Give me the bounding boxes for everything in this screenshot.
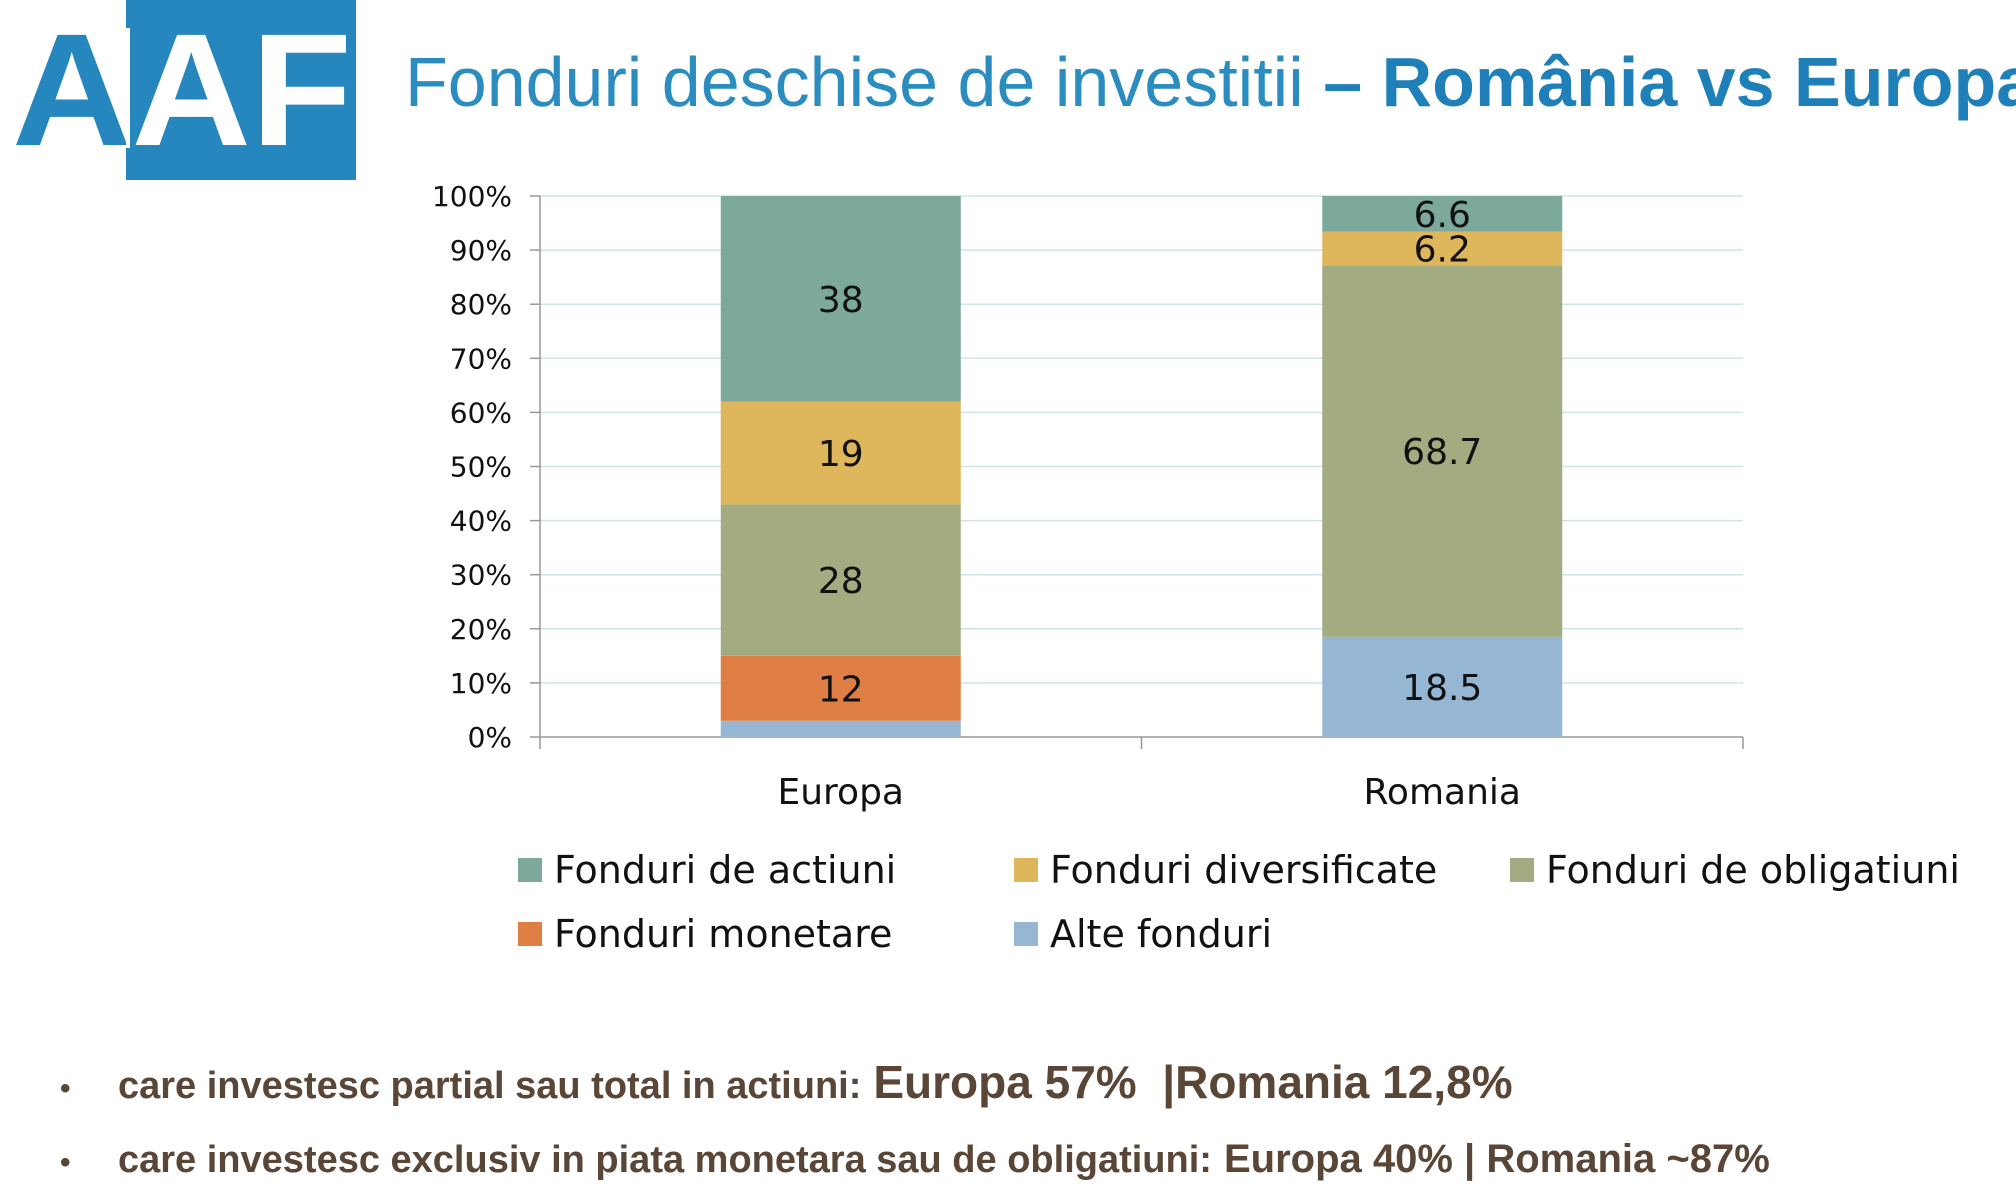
legend-swatch xyxy=(1510,858,1534,882)
svg-text:AAF: AAF xyxy=(12,0,352,179)
category-label: Europa xyxy=(777,772,904,813)
chart-legend: Fonduri de actiuni Fonduri diversificate… xyxy=(518,848,1998,988)
data-label: 12 xyxy=(818,669,864,710)
bullet-dot: • xyxy=(60,1072,71,1105)
data-label: 6.6 xyxy=(1414,195,1471,236)
legend-label: Fonduri de actiuni xyxy=(554,848,897,892)
bar-segment xyxy=(1322,636,1563,737)
legend-label: Fonduri monetare xyxy=(554,912,893,956)
data-label: 68.7 xyxy=(1402,432,1482,473)
legend-item-obligatiuni: Fonduri de obligatiuni xyxy=(1510,848,1960,892)
y-tick-label: 70% xyxy=(450,342,512,375)
y-tick-label: 90% xyxy=(450,234,512,267)
bullet-highlight: Europa 57% |Romania 12,8% xyxy=(873,1056,1513,1108)
legend-swatch xyxy=(1014,922,1038,946)
bullet-monetara: • care investesc exclusiv in piata monet… xyxy=(60,1137,1770,1182)
data-label: 6.2 xyxy=(1414,229,1471,270)
bullet-dot: • xyxy=(60,1146,71,1179)
legend-swatch xyxy=(518,922,542,946)
data-label: 19 xyxy=(818,434,864,475)
title-bold: – România vs Europa xyxy=(1323,43,2016,121)
category-label: Romania xyxy=(1364,772,1521,813)
bullet-highlight: Europa 40% | Romania ~87% xyxy=(1223,1137,1770,1181)
bar-segment xyxy=(720,196,961,402)
bar-segment xyxy=(1322,231,1563,266)
y-tick-label: 20% xyxy=(450,613,512,646)
legend-item-actiuni: Fonduri de actiuni xyxy=(518,848,896,892)
stacked-bar-chart: 0% 10% 20% 30% 40% 50% 60% 70% 80% 90% 100% 12 28 19 3… xyxy=(432,180,1744,813)
bar-segment xyxy=(1322,196,1563,232)
y-tick-label: 50% xyxy=(450,451,512,484)
legend-label: Fonduri de obligatiuni xyxy=(1546,848,1960,892)
title-light: Fonduri deschise de investitii xyxy=(405,43,1324,121)
bullet-text: care investesc partial sau total in acti… xyxy=(118,1065,862,1107)
legend-item-diversificate: Fonduri diversificate xyxy=(1014,848,1437,892)
legend-item-alte: Alte fonduri xyxy=(1014,912,1272,956)
logo-text: AAF xyxy=(12,0,352,179)
page-title: Fonduri deschise de investitii – România… xyxy=(405,42,2016,122)
data-label: 18.5 xyxy=(1402,668,1482,709)
aaf-logo: AAF AAF xyxy=(0,0,356,180)
data-label: 38 xyxy=(818,280,864,321)
bar-segment xyxy=(720,720,961,737)
y-tick-label: 100% xyxy=(432,180,512,213)
bullet-text: care investesc exclusiv in piata monetar… xyxy=(118,1139,1212,1181)
y-tick-label: 40% xyxy=(450,505,512,538)
bar-segment xyxy=(720,655,961,721)
y-tick-label: 80% xyxy=(450,288,512,321)
bar-segment xyxy=(1322,265,1563,637)
y-tick-label: 0% xyxy=(468,721,512,754)
bullet-actiuni: • care investesc partial sau total in ac… xyxy=(60,1055,1513,1109)
y-tick-label: 10% xyxy=(450,667,512,700)
y-tick-label: 60% xyxy=(450,396,512,429)
legend-label: Alte fonduri xyxy=(1050,912,1273,956)
bar-segment xyxy=(720,401,961,505)
bar-segment xyxy=(720,504,961,656)
y-tick-label: 30% xyxy=(450,559,512,592)
legend-swatch xyxy=(518,858,542,882)
data-label: 28 xyxy=(818,561,864,602)
legend-item-monetare: Fonduri monetare xyxy=(518,912,892,956)
legend-label: Fonduri diversificate xyxy=(1050,848,1438,892)
legend-swatch xyxy=(1014,858,1038,882)
